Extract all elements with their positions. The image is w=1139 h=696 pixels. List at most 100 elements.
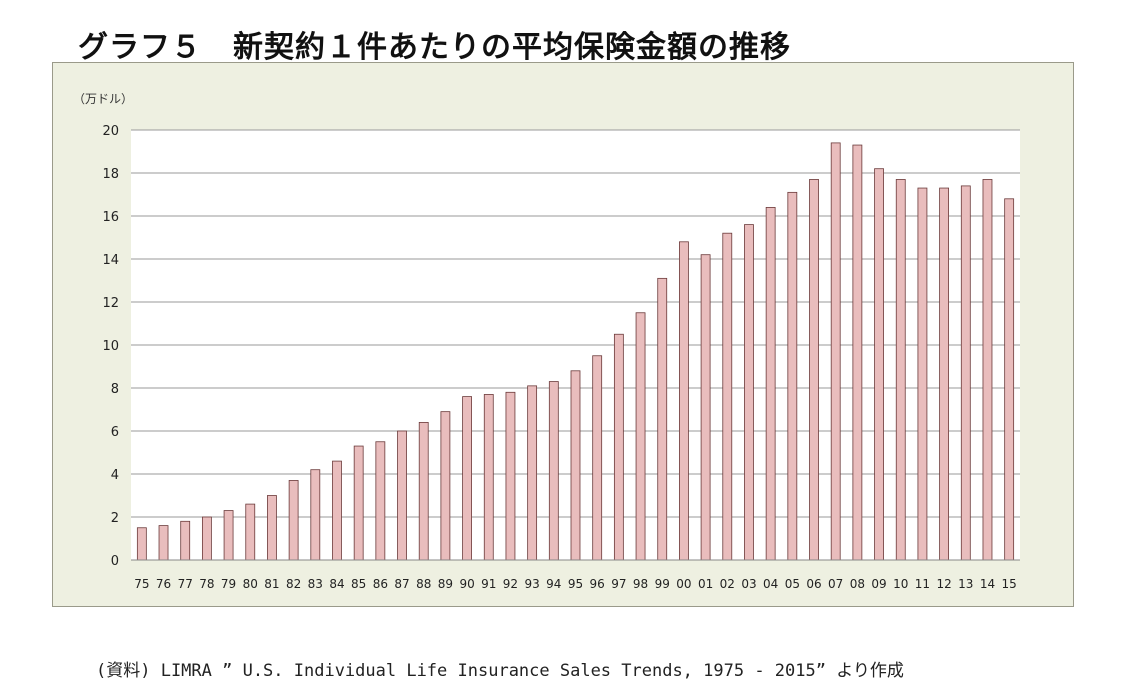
bar-82 — [288, 480, 299, 561]
y-tick-label: 10 — [102, 339, 119, 354]
x-tick-label: 93 — [524, 577, 539, 591]
y-tick-label: 16 — [102, 210, 119, 225]
x-tick-label: 83 — [308, 577, 323, 591]
bar-08 — [852, 144, 863, 561]
bar-14 — [982, 179, 993, 561]
y-tick-label: 2 — [111, 511, 119, 526]
x-tick-label: 12 — [936, 577, 951, 591]
x-tick-label: 04 — [763, 577, 778, 591]
bar-99 — [657, 277, 668, 561]
x-tick-label: 82 — [286, 577, 301, 591]
bar-11 — [917, 187, 928, 561]
x-tick-label: 92 — [503, 577, 518, 591]
bar-10 — [895, 179, 906, 561]
x-tick-label: 97 — [611, 577, 626, 591]
bar-03 — [744, 224, 754, 561]
y-tick-label: 18 — [102, 167, 119, 182]
bar-83 — [310, 469, 321, 561]
bar-05 — [787, 191, 798, 561]
x-tick-label: 13 — [958, 577, 973, 591]
x-tick-label: 94 — [546, 577, 561, 591]
x-tick-labels: 75 76 77 78 79 80 81 82 83 84 85 86 87 88 89 90 91 92 93 94… — [134, 577, 1017, 591]
bar-91 — [483, 394, 494, 561]
x-tick-label: 87 — [394, 577, 409, 591]
bar-87 — [397, 430, 407, 561]
bar-84 — [332, 460, 342, 561]
x-tick-label: 01 — [698, 577, 713, 591]
x-tick-label: 80 — [243, 577, 258, 591]
bar-79 — [223, 510, 234, 561]
y-tick-label: 4 — [111, 468, 119, 483]
chart-frame: （万ドル） 0 2 4 6 8 10 12 14 16 18 20 75 76 77 78 79 80 81 82… — [52, 62, 1074, 607]
x-tick-label: 75 — [134, 577, 149, 591]
y-tick-label: 14 — [102, 253, 119, 268]
x-tick-label: 03 — [741, 577, 756, 591]
bar-81 — [267, 495, 277, 561]
bar-88 — [418, 421, 429, 561]
bar-85 — [353, 445, 364, 561]
x-tick-label: 89 — [438, 577, 453, 591]
bar-09 — [874, 168, 884, 561]
x-tick-label: 95 — [568, 577, 583, 591]
x-tick-label: 05 — [785, 577, 800, 591]
x-tick-label: 14 — [980, 577, 995, 591]
x-tick-label: 78 — [199, 577, 214, 591]
x-tick-label: 09 — [871, 577, 886, 591]
bar-90 — [462, 396, 472, 561]
bar-94 — [548, 381, 559, 561]
bar-07 — [830, 142, 841, 561]
bars — [136, 142, 1015, 561]
x-tick-label: 99 — [655, 577, 670, 591]
x-tick-label: 76 — [156, 577, 171, 591]
bar-02 — [722, 232, 733, 561]
bar-92 — [505, 391, 516, 561]
bar-13 — [960, 185, 971, 561]
bar-15 — [1004, 198, 1015, 561]
x-tick-label: 84 — [329, 577, 344, 591]
x-tick-label: 81 — [264, 577, 279, 591]
y-tick-labels: 0 2 4 6 8 10 12 14 16 18 20 — [102, 124, 119, 569]
x-tick-label: 07 — [828, 577, 843, 591]
bar-97 — [613, 333, 624, 561]
bar-96 — [592, 355, 603, 561]
bar-98 — [635, 312, 646, 561]
x-tick-label: 90 — [459, 577, 474, 591]
x-tick-label: 00 — [676, 577, 691, 591]
x-tick-label: 15 — [1002, 577, 1017, 591]
bar-04 — [765, 206, 776, 561]
bar-06 — [809, 179, 819, 561]
y-tick-label: 20 — [102, 124, 119, 139]
chart-title: グラフ５ 新契約１件あたりの平均保険金額の推移 — [78, 30, 791, 65]
y-unit-label: （万ドル） — [73, 92, 133, 106]
x-tick-label: 02 — [720, 577, 735, 591]
x-tick-label: 91 — [481, 577, 496, 591]
x-tick-label: 79 — [221, 577, 236, 591]
y-tick-label: 0 — [111, 554, 119, 569]
x-tick-label: 06 — [806, 577, 821, 591]
x-tick-label: 10 — [893, 577, 908, 591]
bar-95 — [570, 370, 581, 561]
y-tick-label: 6 — [111, 425, 119, 440]
bar-00 — [679, 241, 689, 561]
bar-76 — [158, 525, 169, 561]
bar-78 — [201, 516, 212, 561]
x-tick-label: 77 — [178, 577, 193, 591]
bar-77 — [180, 520, 191, 561]
bar-93 — [527, 385, 538, 561]
x-tick-label: 11 — [915, 577, 930, 591]
x-tick-label: 96 — [590, 577, 605, 591]
bar-89 — [440, 411, 451, 561]
bar-12 — [939, 187, 950, 561]
x-tick-label: 98 — [633, 577, 648, 591]
y-tick-label: 8 — [111, 382, 119, 397]
x-tick-label: 86 — [373, 577, 388, 591]
x-tick-label: 88 — [416, 577, 431, 591]
x-tick-label: 08 — [850, 577, 865, 591]
bar-86 — [375, 441, 386, 561]
bar-75 — [136, 527, 147, 561]
bar-80 — [245, 503, 256, 561]
y-tick-label: 12 — [102, 296, 119, 311]
source-note: (資料) LIMRA ” U.S. Individual Life Insura… — [96, 661, 904, 681]
bar-01 — [700, 254, 711, 561]
